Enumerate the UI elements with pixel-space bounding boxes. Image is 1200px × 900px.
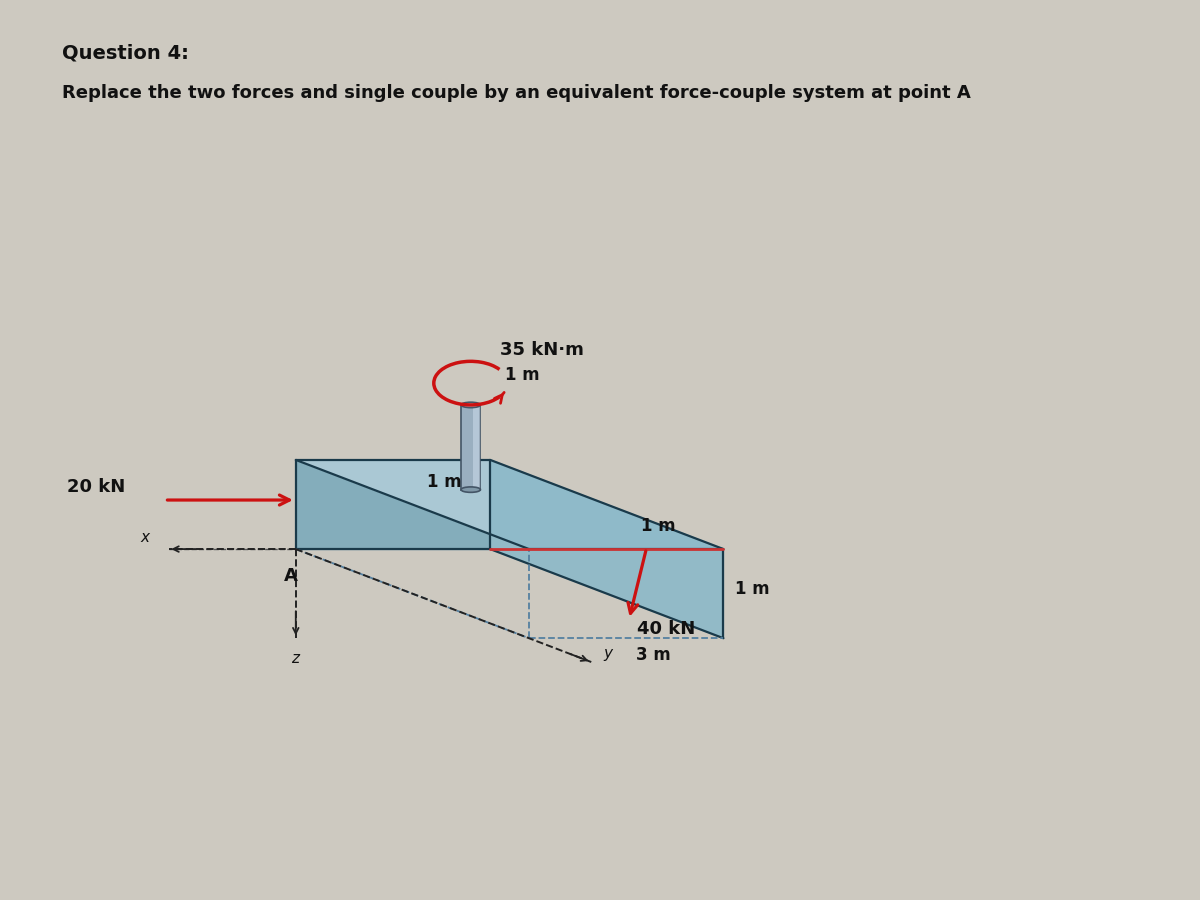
Ellipse shape [461,487,480,492]
Text: 20 kN: 20 kN [67,478,126,496]
Polygon shape [295,460,724,549]
Text: x: x [140,530,149,545]
Text: 3 m: 3 m [636,646,671,664]
Polygon shape [473,405,480,490]
Text: 1 m: 1 m [736,580,769,598]
Text: y: y [602,646,612,662]
Text: 35 kN·m: 35 kN·m [500,341,583,359]
Ellipse shape [461,402,480,408]
Text: A: A [284,567,298,585]
Text: Question 4:: Question 4: [62,44,190,63]
Text: 1 m: 1 m [641,518,676,536]
Text: z: z [290,651,299,666]
Text: 1 m: 1 m [505,366,539,384]
Polygon shape [490,460,724,638]
Text: 40 kN: 40 kN [637,620,695,638]
Polygon shape [295,460,490,549]
Polygon shape [461,405,480,490]
Text: Replace the two forces and single couple by an equivalent force-couple system at: Replace the two forces and single couple… [62,85,971,103]
Text: 1 m: 1 m [427,472,462,490]
